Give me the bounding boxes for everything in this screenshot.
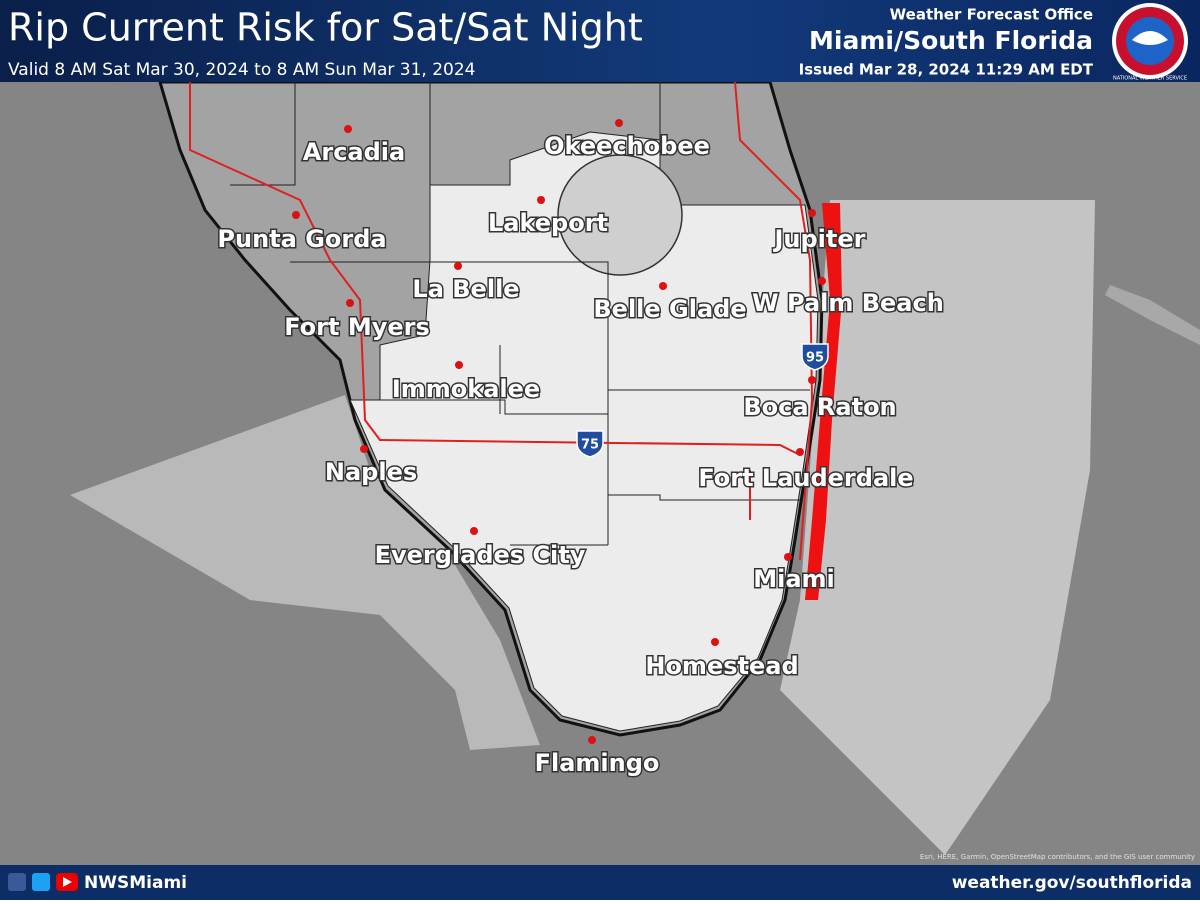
city-dot [615, 119, 623, 127]
city-label: Fort Myers [284, 313, 430, 341]
city-dot [470, 527, 478, 535]
county-lines [230, 82, 810, 546]
city-label: Belle Glade [593, 295, 746, 323]
city-dot [455, 361, 463, 369]
nws-logo-text: NATIONAL WEATHER SERVICE [1113, 76, 1187, 82]
city-label: La Belle [412, 275, 519, 303]
city-dot [808, 376, 816, 384]
city-dot [711, 638, 719, 646]
url: weather.gov/southflorida [952, 873, 1192, 893]
city-label: Homestead [645, 652, 798, 680]
interstate-number: 75 [581, 438, 599, 453]
city-dot [344, 125, 352, 133]
city-label: Okeechobee [544, 132, 710, 160]
footer-bar [0, 865, 1200, 900]
interstate-shield [801, 343, 829, 371]
facebook-icon[interactable] [8, 873, 26, 891]
handle: NWSMiami [84, 873, 187, 893]
city-dot [796, 448, 804, 456]
attribution: Esri, HERE, Garmin, OpenStreetMap contri… [920, 853, 1195, 861]
interstate-shield [576, 430, 604, 458]
city-dot [659, 282, 667, 290]
city-label: Fort Lauderdale [698, 464, 913, 492]
office: Miami/South Florida [809, 26, 1093, 55]
city-label: Naples [325, 458, 417, 486]
city-label: Boca Raton [743, 393, 896, 421]
city-label: Flamingo [535, 749, 660, 777]
city-dot [454, 262, 462, 270]
city-dot [588, 736, 596, 744]
city-dot [818, 277, 826, 285]
office-label: Weather Forecast Office [890, 6, 1093, 24]
city-dot [808, 209, 816, 217]
issued: Issued Mar 28, 2024 11:29 AM EDT [799, 61, 1094, 79]
city-label: Arcadia [303, 138, 405, 166]
marine-zone-east [780, 200, 1095, 855]
city-label: Jupiter [772, 225, 865, 253]
header-bar [0, 0, 1200, 82]
city-dot [784, 553, 792, 561]
title: Rip Current Risk for Sat/Sat Night [8, 6, 643, 50]
interstate-number: 95 [806, 351, 824, 366]
marine-zone-west [70, 395, 540, 750]
city-label: Lakeport [488, 209, 608, 237]
twitter-icon[interactable] [32, 873, 50, 891]
city-label: Everglades City [375, 541, 586, 569]
rip-current-high-risk [805, 203, 842, 600]
youtube-play [63, 877, 72, 887]
city-dot [346, 299, 354, 307]
valid-time: Valid 8 AM Sat Mar 30, 2024 to 8 AM Sun … [8, 60, 475, 80]
roads [189, 81, 814, 561]
bahamas [1105, 285, 1200, 345]
city-label: Punta Gorda [217, 225, 386, 253]
city-label: Immokalee [392, 375, 540, 403]
city-label: Miami [753, 565, 835, 593]
city-dot [537, 196, 545, 204]
city-dot [292, 211, 300, 219]
city-label: W Palm Beach [752, 289, 944, 317]
nws-logo-cloud [1132, 31, 1168, 45]
city-dot [360, 445, 368, 453]
lake-okeechobee [557, 154, 683, 276]
